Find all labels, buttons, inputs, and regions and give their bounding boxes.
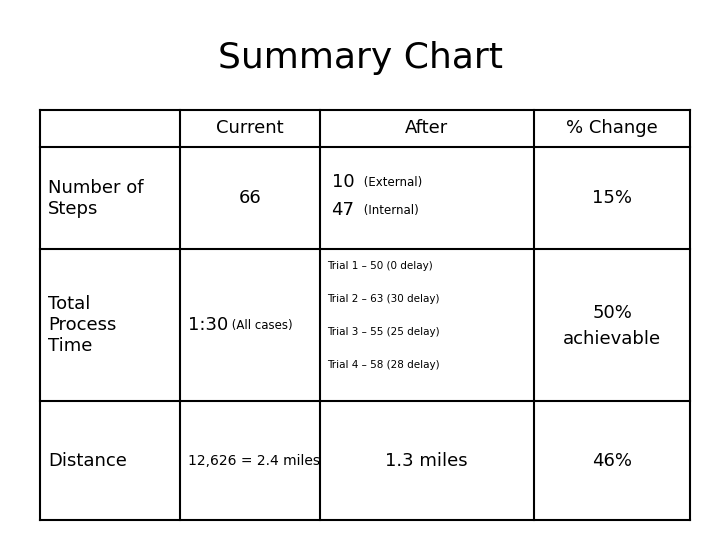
Text: Number of
Steps: Number of Steps	[48, 179, 143, 218]
Text: 50%: 50%	[592, 304, 632, 322]
Text: 10: 10	[331, 173, 354, 191]
Text: (Internal): (Internal)	[359, 204, 418, 217]
Text: Trial 1 – 50 (0 delay): Trial 1 – 50 (0 delay)	[328, 261, 433, 272]
Text: Distance: Distance	[48, 451, 127, 470]
Text: Trial 3 – 55 (25 delay): Trial 3 – 55 (25 delay)	[328, 327, 440, 338]
Text: (All cases): (All cases)	[228, 319, 292, 332]
Text: 12,626 = 2.4 miles: 12,626 = 2.4 miles	[188, 454, 320, 468]
Text: Summary Chart: Summary Chart	[217, 41, 503, 75]
Text: % Change: % Change	[566, 119, 658, 138]
Text: (External): (External)	[359, 176, 422, 188]
Text: 15%: 15%	[592, 189, 632, 207]
Text: 47: 47	[331, 201, 354, 219]
Text: 1:30: 1:30	[188, 316, 228, 334]
Text: Current: Current	[216, 119, 284, 138]
Text: Trial 2 – 63 (30 delay): Trial 2 – 63 (30 delay)	[328, 294, 440, 305]
Text: Total
Process
Time: Total Process Time	[48, 295, 117, 355]
Text: 1.3 miles: 1.3 miles	[385, 451, 468, 470]
Text: 66: 66	[238, 189, 261, 207]
Text: 46%: 46%	[592, 451, 632, 470]
Text: After: After	[405, 119, 449, 138]
Text: achievable: achievable	[563, 330, 661, 348]
Text: Trial 4 – 58 (28 delay): Trial 4 – 58 (28 delay)	[328, 360, 440, 370]
